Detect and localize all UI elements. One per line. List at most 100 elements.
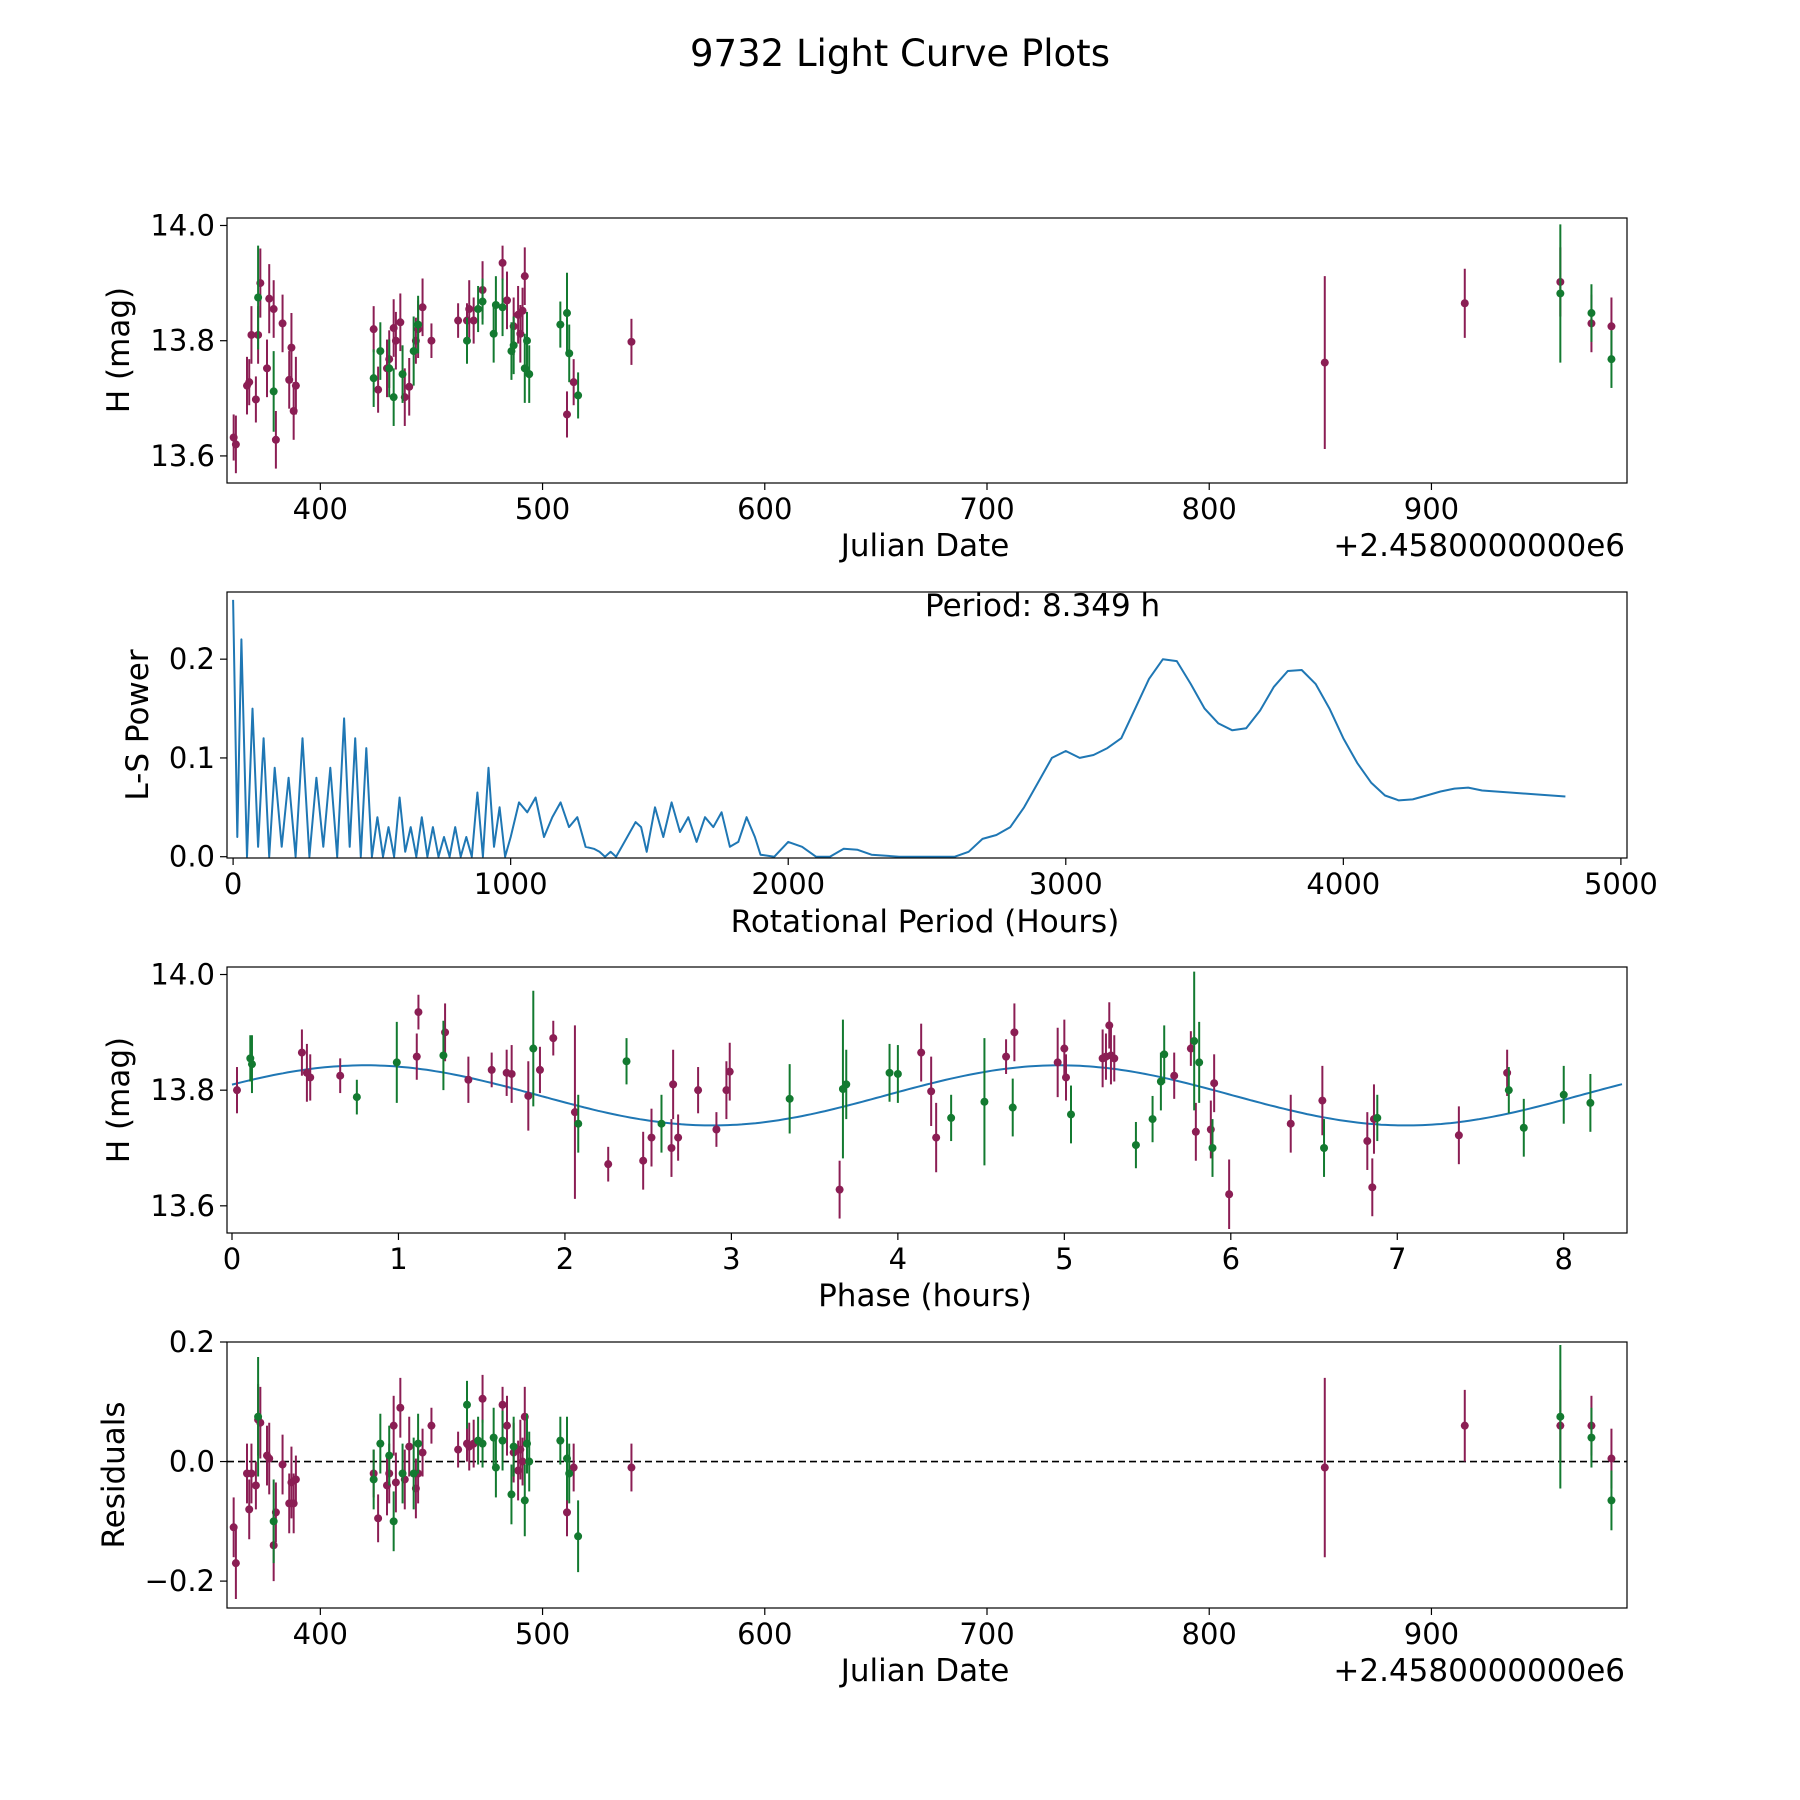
phased-point-maroon: [524, 1091, 533, 1100]
periodogram-x-tick-label: 5000: [1584, 867, 1658, 901]
lightcurve-point-maroon: [247, 330, 256, 339]
phased-point-maroon: [639, 1156, 648, 1165]
residuals-point-green: [509, 1442, 518, 1451]
periodogram-x-label: Rotational Period (Hours): [731, 904, 1120, 940]
lightcurve-point-maroon: [287, 343, 296, 352]
residuals-point-maroon: [396, 1403, 405, 1412]
phased-point-maroon: [1368, 1183, 1377, 1192]
lightcurve-point-green: [376, 347, 385, 356]
phased-x-tick-label: 1: [389, 1242, 407, 1276]
residuals-x-tick-label: 500: [515, 1617, 570, 1651]
lightcurve-point-maroon: [465, 305, 474, 314]
phased-y-tick-label: 13.6: [150, 1189, 215, 1223]
residuals-point-green: [565, 1469, 574, 1478]
residuals-point-maroon: [247, 1469, 256, 1478]
residuals-panel: 400 500 600 700 800 900 −0.2 0.0 0.2 Julian Dat…: [96, 1325, 1628, 1689]
phased-point-maroon: [232, 1086, 241, 1095]
phased-point-maroon: [1225, 1190, 1234, 1199]
lightcurve-y-tick-label: 14.0: [150, 208, 215, 242]
periodogram-y-tick-label: 0.1: [169, 741, 215, 775]
lightcurve-point-green: [409, 347, 418, 356]
lightcurve-point-green: [565, 349, 574, 358]
residuals-point-green: [525, 1457, 534, 1466]
periodogram-x-ticks: 0 1000 2000 3000 4000 5000: [224, 858, 1658, 901]
phased-point-green: [947, 1113, 956, 1122]
lightcurve-y-label: H (mag): [101, 287, 137, 413]
residuals-point-green: [398, 1469, 407, 1478]
lightcurve-point-green: [523, 336, 531, 345]
phased-point-green: [1156, 1077, 1165, 1086]
residuals-point-green: [520, 1496, 529, 1505]
lightcurve-y-tick-label: 13.6: [150, 439, 215, 473]
phased-point-maroon: [1170, 1071, 1179, 1080]
lightcurve-point-maroon: [405, 382, 414, 391]
phased-x-ticks: 0 1 2 3 4 5 6 7 8: [223, 1233, 1573, 1276]
residuals-point-green: [1587, 1433, 1596, 1442]
lightcurve-y-tick-label: 13.8: [150, 324, 215, 358]
lightcurve-point-maroon: [503, 296, 511, 305]
phased-point-green: [1208, 1143, 1217, 1152]
lightcurve-point-green: [269, 387, 278, 396]
residuals-point-maroon: [518, 1457, 527, 1466]
phased-x-tick-label: 3: [722, 1242, 740, 1276]
lightcurve-offset-label: +2.4580000000e6: [1333, 528, 1625, 564]
phased-point-green: [885, 1068, 894, 1077]
lightcurve-point-green: [563, 309, 571, 318]
sinusoid-fit-line: [231, 1064, 1623, 1127]
phased-y-tick-label: 13.8: [150, 1073, 215, 1107]
residuals-point-maroon: [1320, 1463, 1329, 1472]
residuals-point-maroon: [418, 1448, 427, 1457]
residuals-point-green: [414, 1439, 423, 1448]
residuals-point-green: [491, 1463, 500, 1472]
periodogram-panel: Period: 8.349 h 0 1000 2000 3000 4000 5000 0.…: [120, 588, 1658, 940]
periodogram-axes-frame: [226, 591, 1628, 859]
period-annotation: Period: 8.349 h: [925, 588, 1160, 624]
periodogram-y-ticks: 0.0 0.1 0.2: [169, 642, 227, 874]
phased-point-maroon: [549, 1034, 558, 1043]
residuals-point-maroon: [627, 1463, 636, 1472]
lightcurve-point-maroon: [1460, 299, 1469, 308]
residuals-point-green: [463, 1400, 471, 1409]
residuals-point-maroon: [427, 1421, 436, 1430]
residuals-point-maroon: [563, 1508, 571, 1517]
residuals-y-tick-label: −0.2: [145, 1564, 215, 1598]
residuals-offset-label: +2.4580000000e6: [1333, 1653, 1625, 1689]
lightcurve-point-green: [1556, 289, 1565, 298]
residuals-point-green: [269, 1517, 278, 1526]
phased-point-maroon: [1454, 1131, 1463, 1140]
lightcurve-x-tick-label: 700: [959, 492, 1014, 526]
residuals-x-tick-label: 700: [959, 1617, 1014, 1651]
phased-point-maroon: [667, 1143, 676, 1152]
residuals-y-ticks: −0.2 0.0 0.2: [145, 1325, 227, 1598]
phased-point-maroon: [414, 1008, 423, 1017]
residuals-point-maroon: [389, 1421, 398, 1430]
phased-x-tick-label: 2: [556, 1242, 574, 1276]
phased-point-green: [1190, 1037, 1199, 1046]
lightcurve-x-tick-label: 800: [1182, 492, 1237, 526]
lightcurve-point-maroon: [396, 318, 405, 327]
periodogram-y-tick-label: 0.0: [169, 840, 215, 874]
residuals-x-tick-label: 800: [1182, 1617, 1237, 1651]
residuals-point-maroon: [569, 1463, 578, 1472]
residuals-point-green: [409, 1469, 418, 1478]
phased-point-green: [439, 1051, 448, 1060]
residuals-point-maroon: [291, 1475, 300, 1484]
lightcurve-point-green: [509, 341, 518, 350]
residuals-point-maroon: [265, 1454, 274, 1463]
phased-point-maroon: [1363, 1137, 1372, 1146]
phased-y-label: H (mag): [101, 1037, 137, 1163]
phased-point-maroon: [1503, 1068, 1512, 1077]
lightcurve-data-points: [229, 224, 1616, 474]
phased-point-green: [1504, 1086, 1513, 1095]
phased-point-maroon: [1002, 1052, 1011, 1061]
periodogram-x-tick-label: 0: [224, 867, 242, 901]
lightcurve-point-green: [1587, 309, 1596, 318]
phased-point-maroon: [722, 1086, 731, 1095]
lightcurve-point-maroon: [374, 385, 383, 394]
residuals-point-green: [1556, 1412, 1565, 1421]
phased-x-tick-label: 8: [1555, 1242, 1573, 1276]
phased-point-maroon: [412, 1052, 421, 1061]
phased-point-green: [1195, 1058, 1204, 1067]
phased-point-green: [247, 1060, 256, 1069]
residuals-point-maroon: [405, 1442, 414, 1451]
